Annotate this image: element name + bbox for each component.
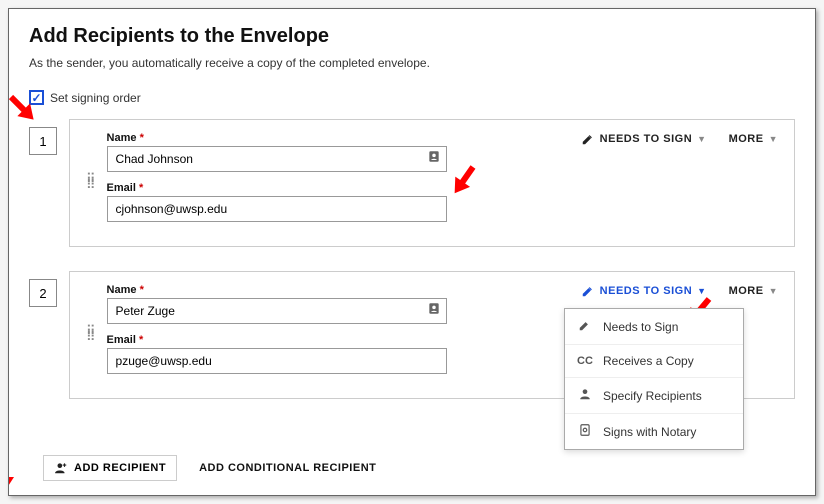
notary-icon	[577, 423, 593, 440]
add-recipients-window: Add Recipients to the Envelope As the se…	[8, 8, 816, 496]
sign-type-dropdown: Needs to Sign CC Receives a Copy Specify…	[564, 308, 744, 450]
email-label: Email *	[107, 182, 447, 194]
recipient-card: ⠿⠿ Name * Email * NEEDS TO SIGN	[69, 119, 795, 247]
dropdown-item-needs-to-sign[interactable]: Needs to Sign	[565, 309, 743, 344]
page-subtitle: As the sender, you automatically receive…	[29, 56, 795, 70]
name-input[interactable]	[107, 298, 447, 324]
dropdown-item-receives-copy[interactable]: CC Receives a Copy	[565, 344, 743, 377]
email-input[interactable]	[107, 348, 447, 374]
order-input[interactable]	[29, 279, 57, 307]
add-conditional-recipient-button[interactable]: ADD CONDITIONAL RECIPIENT	[199, 462, 376, 474]
needs-to-sign-button[interactable]: NEEDS TO SIGN ▼	[581, 132, 707, 146]
recipient-row: ⠿⠿ Name * Email * NEEDS TO SIGN	[29, 271, 795, 399]
name-label: Name *	[107, 132, 447, 144]
name-input[interactable]	[107, 146, 447, 172]
pen-icon	[577, 318, 593, 335]
add-recipient-button[interactable]: ADD RECIPIENT	[43, 455, 177, 481]
person-icon	[577, 387, 593, 404]
recipient-row: ⠿⠿ Name * Email * NEEDS TO SIGN	[29, 119, 795, 247]
add-person-icon	[54, 461, 68, 475]
email-input[interactable]	[107, 196, 447, 222]
cc-icon: CC	[577, 355, 593, 367]
drag-handle-icon[interactable]: ⠿⠿	[86, 176, 95, 188]
dropdown-item-signs-with-notary[interactable]: Signs with Notary	[565, 413, 743, 449]
address-book-icon[interactable]	[427, 150, 441, 169]
recipient-card: ⠿⠿ Name * Email * NEEDS TO SIGN	[69, 271, 795, 399]
signing-order-label: Set signing order	[50, 91, 141, 105]
email-label: Email *	[107, 334, 447, 346]
dropdown-item-specify-recipients[interactable]: Specify Recipients	[565, 377, 743, 413]
signing-order-checkbox[interactable]: ✓	[29, 90, 44, 105]
address-book-icon[interactable]	[427, 302, 441, 321]
drag-handle-icon[interactable]: ⠿⠿	[86, 328, 95, 340]
order-input[interactable]	[29, 127, 57, 155]
needs-to-sign-button[interactable]: NEEDS TO SIGN ▼	[581, 284, 707, 298]
page-title: Add Recipients to the Envelope	[29, 25, 795, 48]
more-button[interactable]: MORE ▼	[729, 133, 778, 145]
name-label: Name *	[107, 284, 447, 296]
more-button[interactable]: MORE ▼	[729, 285, 778, 297]
